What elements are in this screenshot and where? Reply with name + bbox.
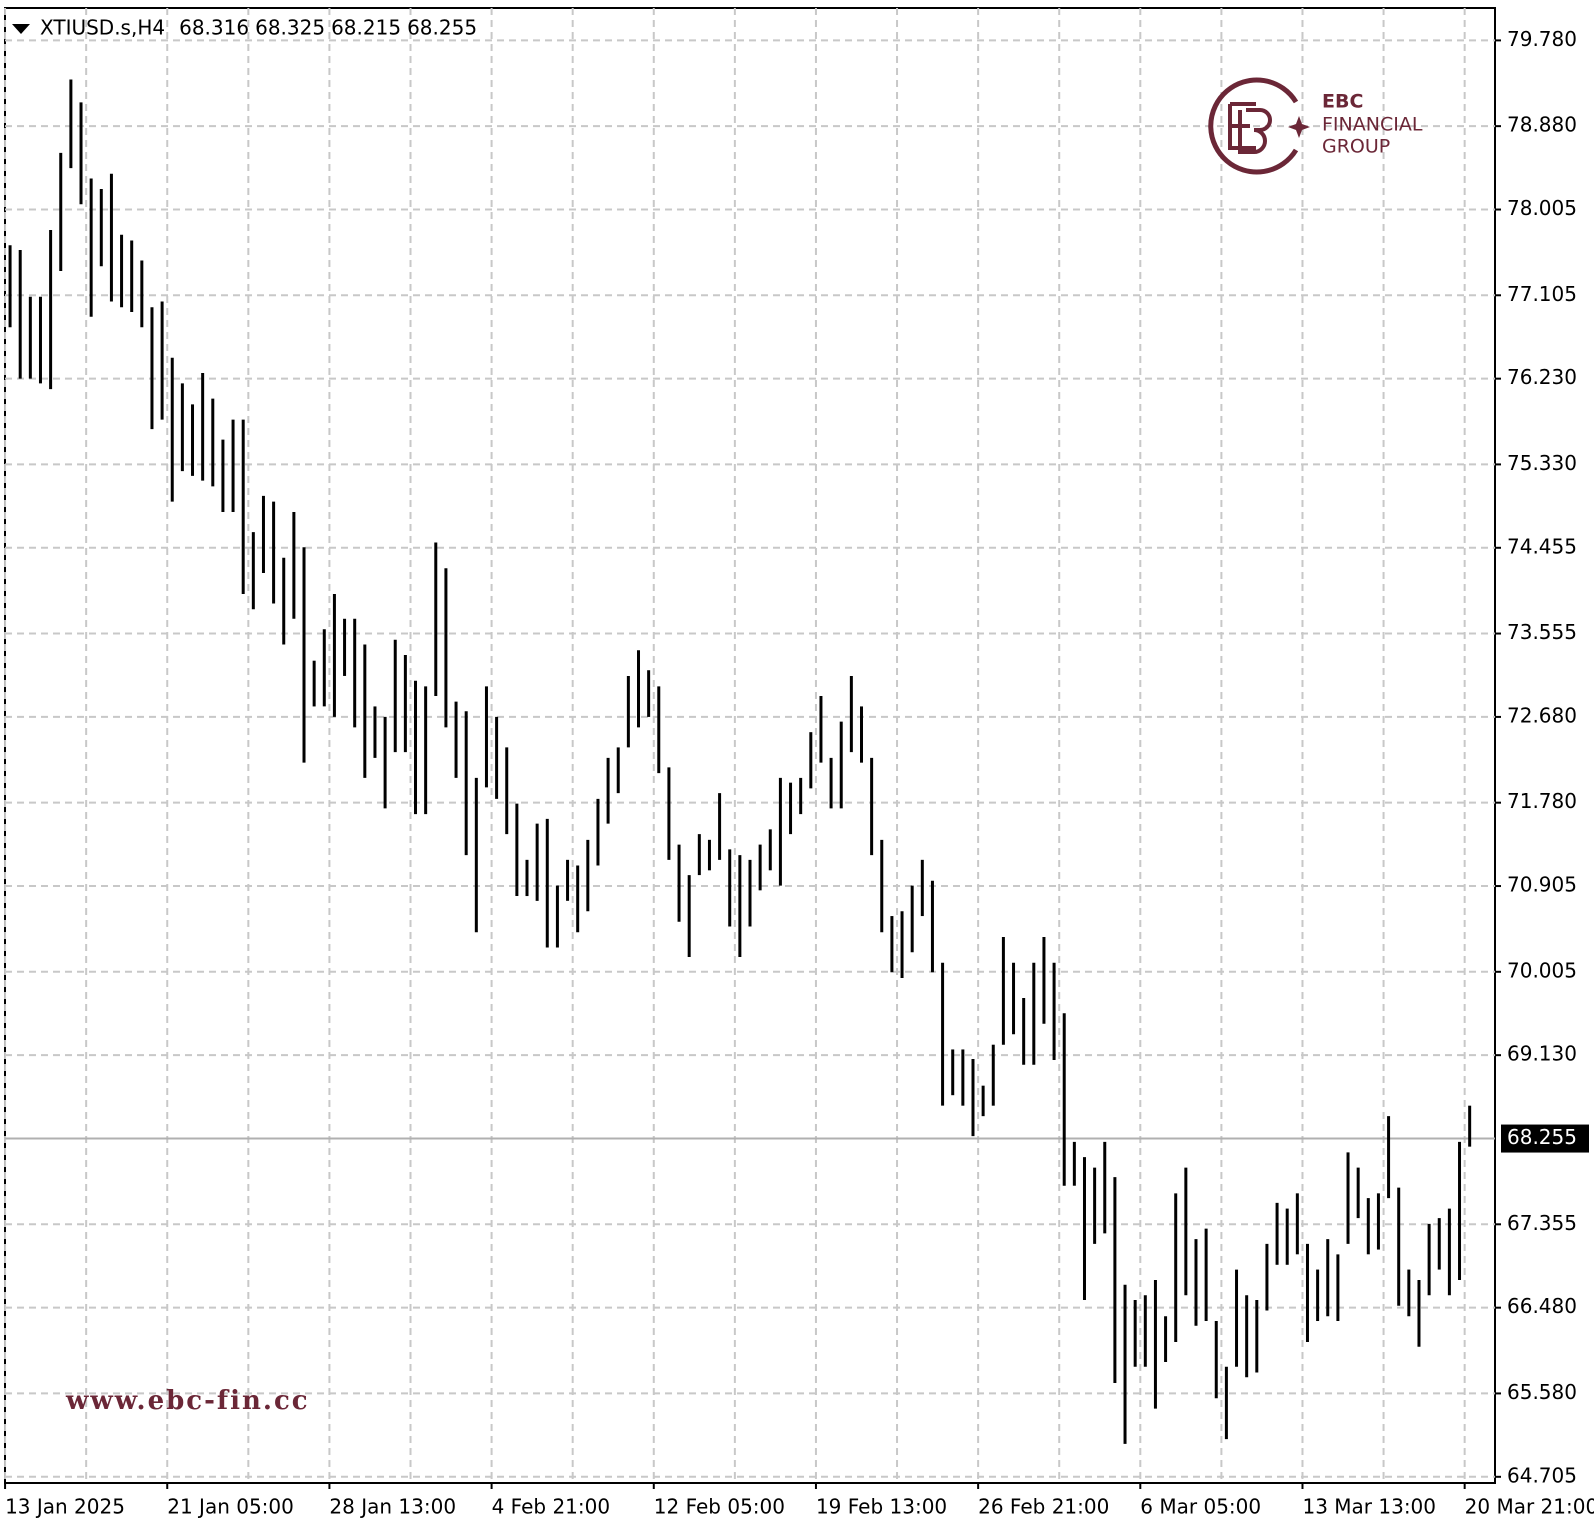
y-tick-label: 77.105 bbox=[1507, 282, 1577, 306]
x-tick-label: 20 Mar 21:00 bbox=[1465, 1495, 1594, 1519]
y-tick-label: 71.780 bbox=[1507, 789, 1577, 813]
brand-line: EBC bbox=[1322, 91, 1363, 113]
y-tick-label: 74.455 bbox=[1507, 534, 1577, 558]
header-value: 68.255 bbox=[407, 16, 477, 40]
watermark-url: www.ebc-fin.cc bbox=[65, 1386, 310, 1416]
menu-arrow[interactable] bbox=[12, 24, 30, 34]
y-tick-label: 70.005 bbox=[1507, 958, 1577, 982]
logo-ring bbox=[1208, 77, 1299, 175]
y-tick-label: 67.355 bbox=[1507, 1211, 1577, 1235]
plot-frame bbox=[4, 7, 1496, 1484]
x-tick-label: 13 Jan 2025 bbox=[5, 1495, 125, 1519]
y-tick-label: 76.230 bbox=[1507, 365, 1577, 389]
last-price-box bbox=[1501, 1124, 1589, 1153]
x-tick-label: 19 Feb 13:00 bbox=[816, 1495, 947, 1519]
brand-line: GROUP bbox=[1322, 136, 1390, 158]
y-tick-label: 73.555 bbox=[1507, 620, 1577, 644]
logo-star bbox=[1288, 116, 1310, 138]
x-tick-label: 26 Feb 21:00 bbox=[978, 1495, 1109, 1519]
y-tick-label: 78.005 bbox=[1507, 196, 1577, 220]
x-tick-label: 4 Feb 21:00 bbox=[492, 1495, 611, 1519]
y-tick-label: 65.580 bbox=[1507, 1380, 1577, 1404]
y-tick-label: 72.680 bbox=[1507, 703, 1577, 727]
x-tick-label: 28 Jan 13:00 bbox=[329, 1495, 456, 1519]
last-price-label: 68.255 bbox=[1507, 1125, 1577, 1149]
grid bbox=[4, 8, 1495, 1483]
header-value: 68.316 bbox=[179, 16, 249, 40]
header-value: 68.215 bbox=[331, 16, 401, 40]
header-value: 68.325 bbox=[255, 16, 325, 40]
y-tick-label: 78.880 bbox=[1507, 113, 1577, 137]
x-tick-label: 13 Mar 13:00 bbox=[1302, 1495, 1436, 1519]
y-tick-label: 64.705 bbox=[1507, 1463, 1577, 1487]
x-tick-label: 6 Mar 05:00 bbox=[1140, 1495, 1261, 1519]
y-tick-label: 75.330 bbox=[1507, 451, 1577, 475]
y-tick-label: 79.780 bbox=[1507, 27, 1577, 51]
x-tick-label: 12 Feb 05:00 bbox=[654, 1495, 785, 1519]
y-tick-label: 69.130 bbox=[1507, 1042, 1577, 1066]
y-tick-label: 70.905 bbox=[1507, 873, 1577, 897]
logo-mark bbox=[1228, 102, 1272, 154]
x-tick-label: 21 Jan 05:00 bbox=[167, 1495, 294, 1519]
y-tick-label: 66.480 bbox=[1507, 1294, 1577, 1318]
logo: EBC FINANCIAL GROUP bbox=[1208, 77, 1423, 175]
symbol: XTIUSD.s,H4 bbox=[40, 16, 165, 40]
brand-line: FINANCIAL bbox=[1322, 114, 1423, 136]
